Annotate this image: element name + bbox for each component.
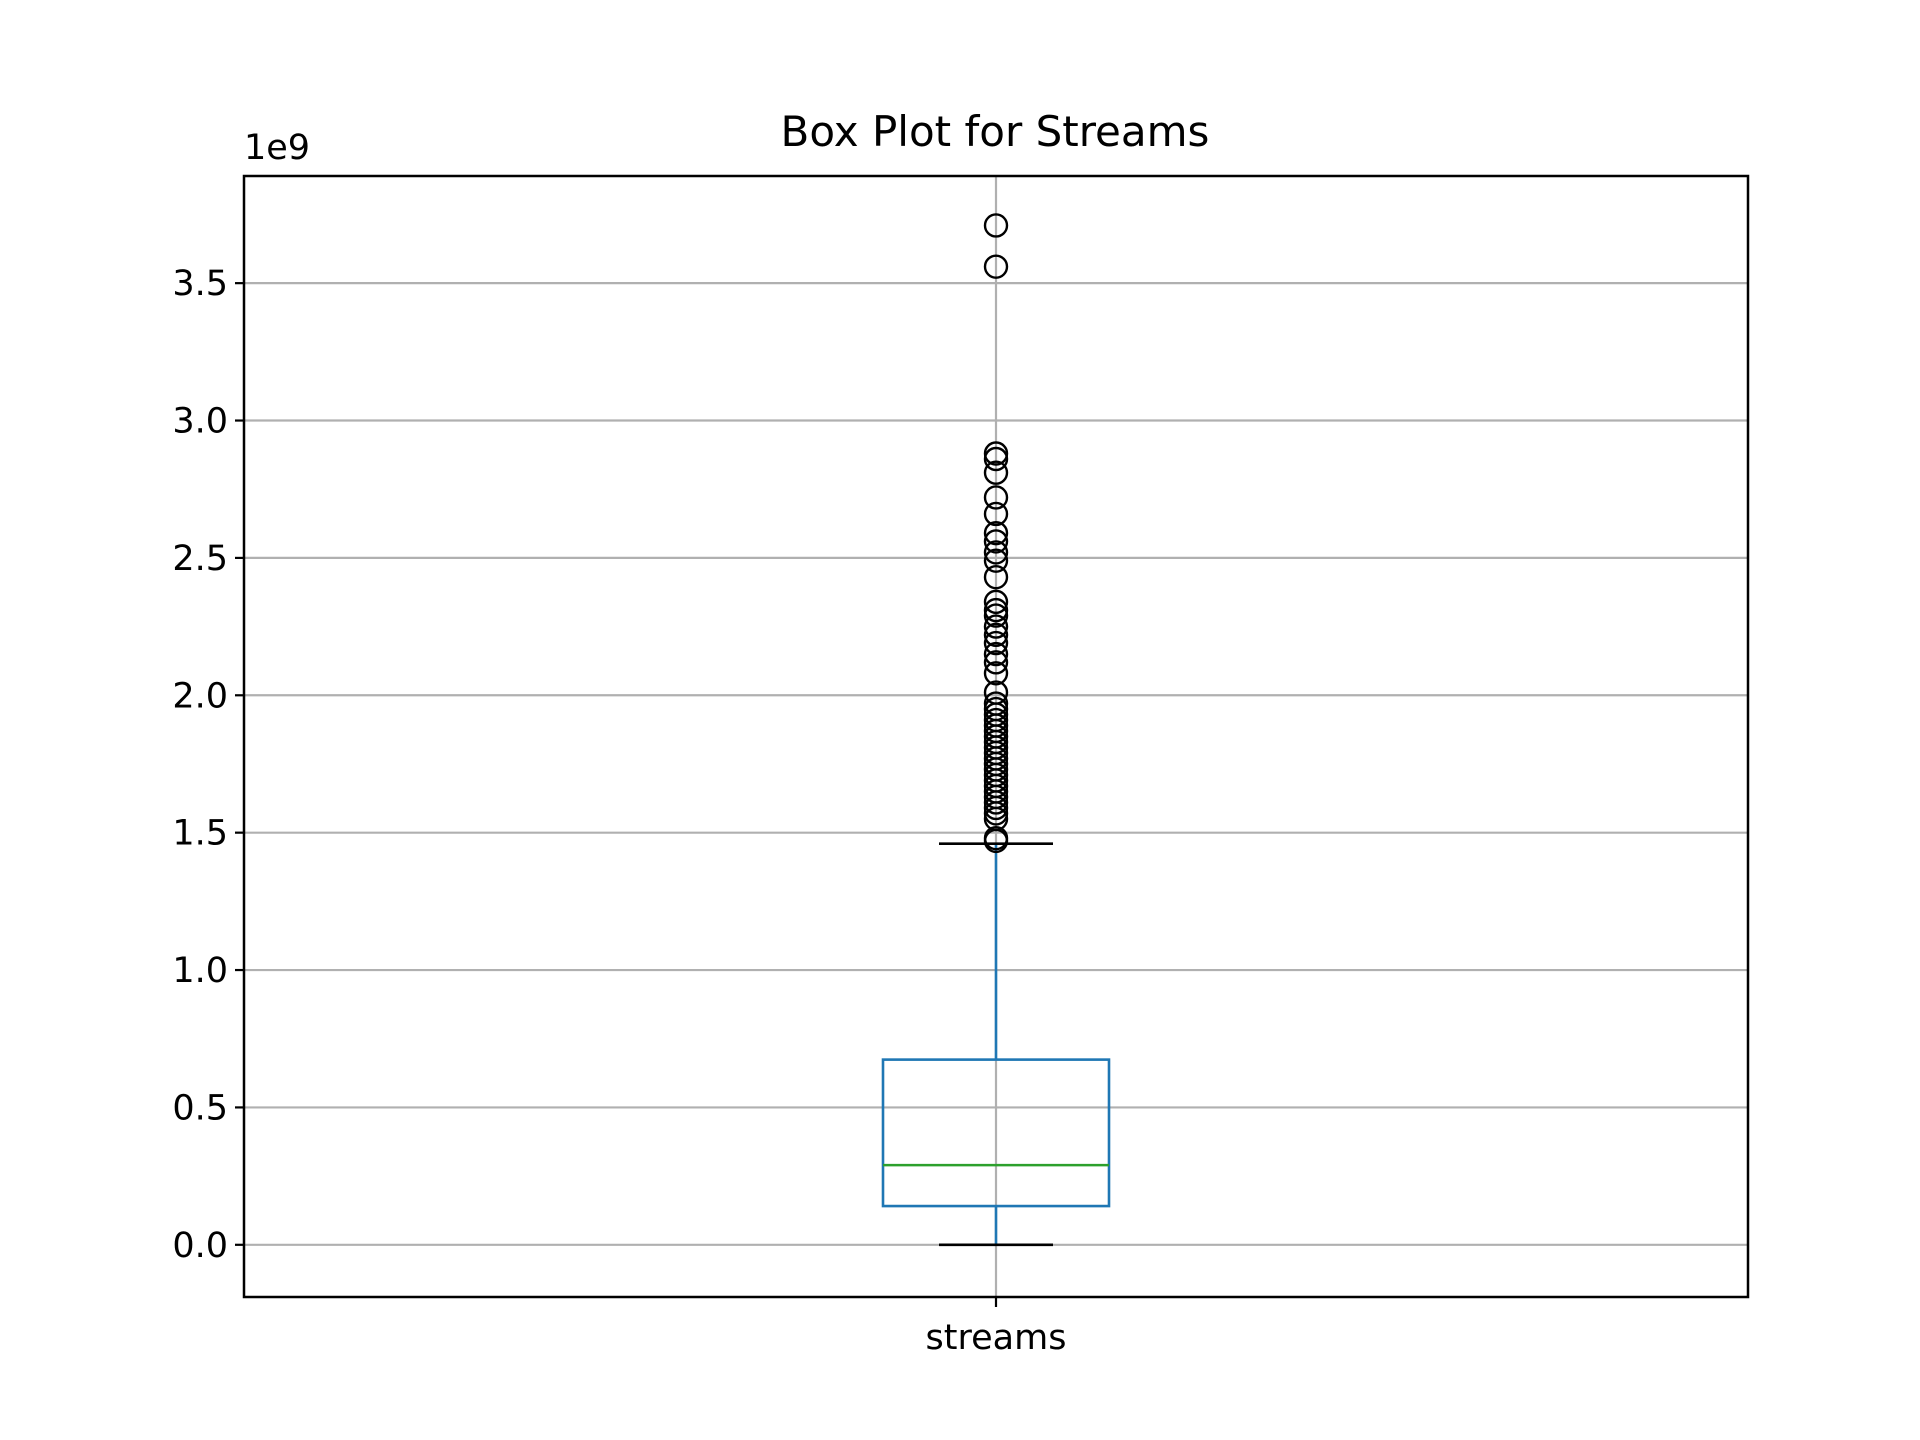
y-tick-label: 2.0 [172, 676, 228, 716]
y-tick-label: 3.5 [172, 264, 228, 304]
box-plot-elements [881, 842, 1111, 1247]
chart-title: Box Plot for Streams [781, 107, 1210, 156]
outlier-point [983, 213, 1009, 238]
outlier-point [983, 597, 1009, 623]
y-tick-label: 0.0 [172, 1226, 228, 1266]
outlier-point [983, 825, 1009, 851]
outlier-points [983, 213, 1009, 854]
y-tick-label: 1.0 [172, 951, 228, 991]
outlier-point [983, 548, 1009, 573]
outlier-point [983, 603, 1009, 628]
x-tick-label: streams [926, 1318, 1067, 1358]
outlier-point [983, 650, 1009, 675]
y-tick-label: 3.0 [172, 402, 228, 442]
y-tick-label: 2.5 [172, 539, 228, 579]
outlier-point [983, 460, 1009, 485]
outlier-point [983, 641, 1009, 667]
outlier-point [983, 485, 1009, 510]
outlier-point [983, 614, 1009, 639]
outlier-point [983, 564, 1009, 590]
outlier-point [983, 696, 1009, 722]
outlier-point [983, 254, 1009, 279]
outlier-point [983, 529, 1009, 554]
outlier-point [983, 441, 1009, 466]
outlier-point [983, 630, 1009, 656]
outlier-point [983, 691, 1009, 716]
outlier-point [983, 446, 1009, 472]
outlier-point [983, 707, 1009, 733]
y-axis-offset-text: 1e9 [244, 128, 310, 168]
outlier-point [983, 680, 1009, 705]
outlier-point [983, 501, 1009, 527]
outlier-point [983, 661, 1009, 686]
outlier-point [983, 520, 1009, 546]
outlier-point [983, 589, 1009, 615]
y-tick-label: 0.5 [172, 1088, 228, 1128]
outlier-point [983, 540, 1009, 565]
y-tick-label: 1.5 [172, 814, 228, 854]
axis-ticks: 0.0 0.5 1.0 1.5 2.0 2.5 3.0 3.5 streams [172, 264, 1066, 1358]
outlier-point [983, 622, 1009, 648]
iqr-box [881, 1058, 1111, 1208]
